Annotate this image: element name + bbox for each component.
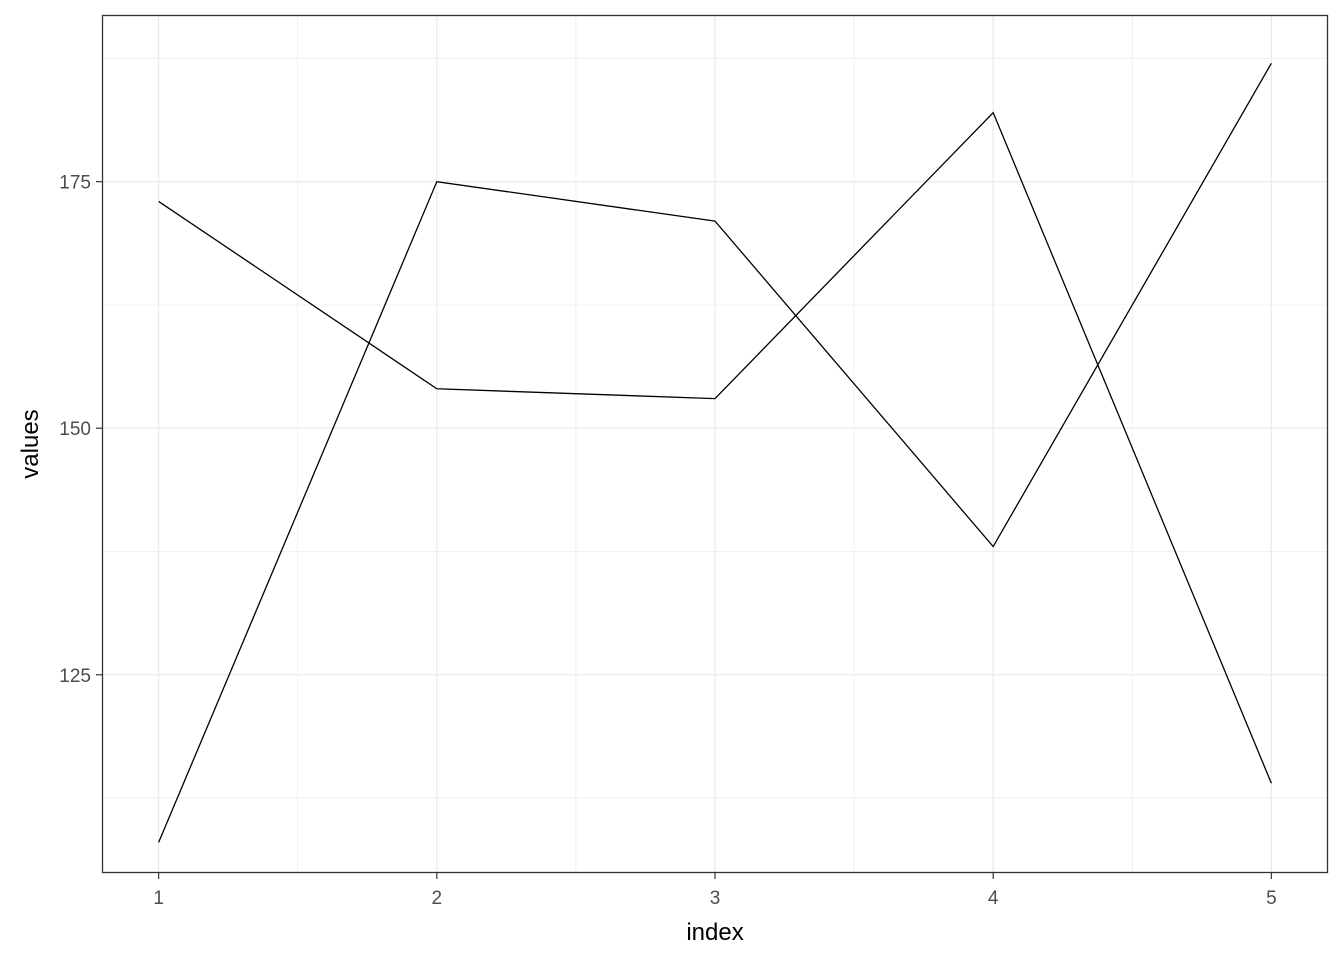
y-tick-label: 125: [59, 666, 91, 687]
x-tick-label: 5: [1266, 888, 1277, 909]
x-tick-label: 3: [710, 888, 721, 909]
x-tick-label: 4: [988, 888, 999, 909]
y-axis-title: values: [17, 409, 44, 478]
series-line-2: [158, 63, 1272, 843]
gridlines: [103, 16, 1327, 872]
series-lines: [158, 63, 1272, 843]
x-tick-label: 2: [432, 888, 443, 909]
y-axis-ticks: 125 150 175: [59, 173, 103, 687]
y-tick-label: 150: [59, 419, 91, 440]
x-tick-label: 1: [153, 888, 164, 909]
x-axis-ticks: 1 2 3 4 5: [153, 872, 1277, 909]
series-line-1: [158, 111, 1272, 784]
x-axis-title: index: [686, 919, 743, 946]
y-tick-label: 175: [59, 173, 91, 194]
